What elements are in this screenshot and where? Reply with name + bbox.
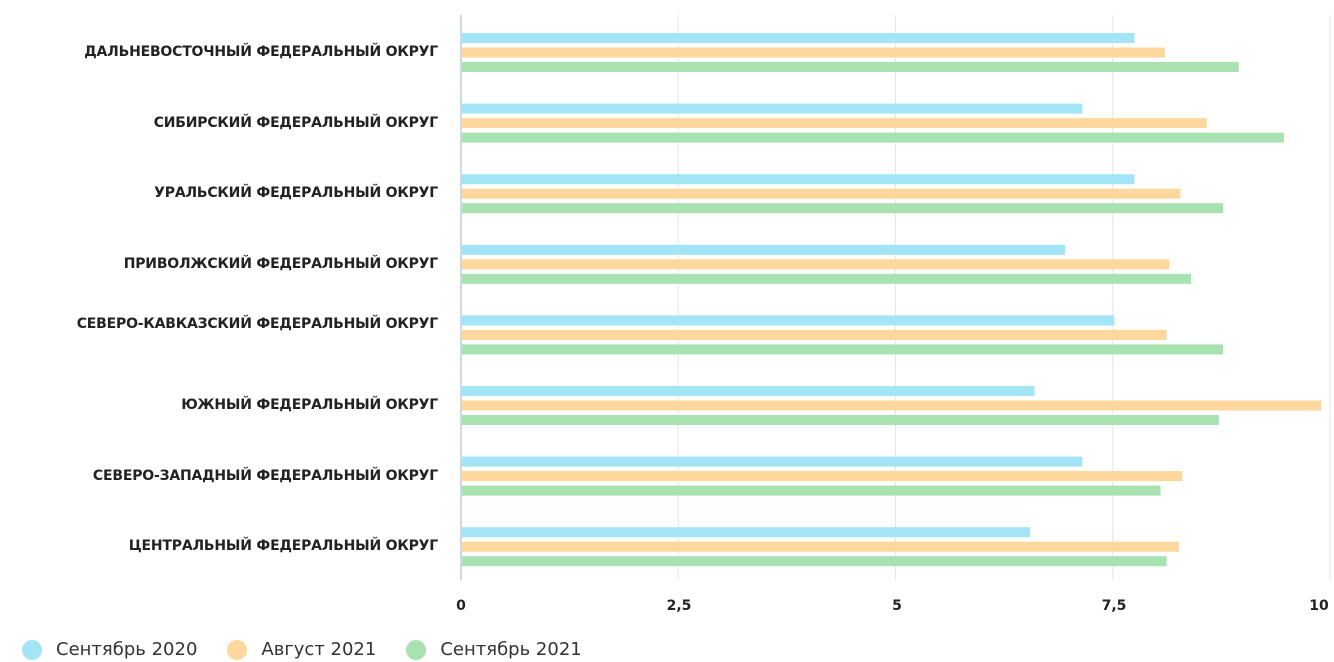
bar[interactable] [462,103,1083,114]
category-label: ЮЖНЫЙ ФЕДЕРАЛЬНЫЙ ОКРУГ [181,397,438,413]
bar[interactable] [462,344,1224,355]
legend-swatch [22,639,42,660]
x-tick-label: 7,5 [1101,598,1127,614]
bar[interactable] [462,471,1183,482]
bar[interactable] [462,386,1035,396]
bar[interactable] [462,244,1065,255]
chart-canvas [460,15,1331,580]
legend-swatch [227,639,248,660]
x-tick-label: 2,5 [666,598,692,614]
bar[interactable] [462,132,1284,143]
bar[interactable] [462,33,1135,43]
bar[interactable] [462,203,1224,214]
legend-item-sep-2020[interactable]: Сентябрь 2020 [22,639,197,660]
bar[interactable] [462,188,1181,199]
legend-label: Сентябрь 2021 [440,639,582,660]
x-tick-label: 10 [1309,598,1329,614]
category-label: ЦЕНТРАЛЬНЫЙ ФЕДЕРАЛЬНЫЙ ОКРУГ [128,538,438,554]
bar[interactable] [462,485,1161,496]
bar[interactable] [462,329,1167,340]
bar[interactable] [462,415,1219,425]
legend-swatch [406,639,427,660]
bar[interactable] [462,273,1191,284]
chart-legend: Сентябрь 2020 Август 2021 Сентябрь 2021 [22,639,612,660]
bar[interactable] [462,527,1031,538]
category-label: УРАЛЬСКИЙ ФЕДЕРАЛЬНЫЙ ОКРУГ [154,185,438,201]
legend-label: Август 2021 [261,639,377,660]
bar-chart: ДАЛЬНЕВОСТОЧНЫЙ ФЕДЕРАЛЬНЫЙ ОКРУГ СИБИРС… [76,15,1331,614]
legend-label: Сентябрь 2020 [56,639,198,660]
bar[interactable] [462,118,1207,129]
category-label: СЕВЕРО-ЗАПАДНЫЙ ФЕДЕРАЛЬНЫЙ ОКРУГ [92,468,438,484]
category-label: СИБИРСКИЙ ФЕДЕРАЛЬНЫЙ ОКРУГ [153,115,438,131]
bar[interactable] [462,400,1322,411]
category-label: ПРИВОЛЖСКИЙ ФЕДЕРАЛЬНЫЙ ОКРУГ [123,256,438,272]
bar[interactable] [462,174,1135,185]
bar[interactable] [462,315,1115,326]
bar[interactable] [462,62,1239,72]
legend-item-aug-2021[interactable]: Август 2021 [227,639,376,660]
bar[interactable] [462,556,1167,567]
category-label: ДАЛЬНЕВОСТОЧНЫЙ ФЕДЕРАЛЬНЫЙ ОКРУГ [84,44,438,60]
bar[interactable] [462,541,1179,552]
bar[interactable] [462,456,1083,467]
category-label: СЕВЕРО-КАВКАЗСКИЙ ФЕДЕРАЛЬНЫЙ ОКРУГ [76,316,438,332]
x-tick-label: 0 [456,598,466,614]
legend-item-sep-2021[interactable]: Сентябрь 2021 [406,639,582,660]
bar[interactable] [462,259,1170,270]
x-tick-label: 5 [892,598,902,614]
bar[interactable] [462,47,1165,58]
